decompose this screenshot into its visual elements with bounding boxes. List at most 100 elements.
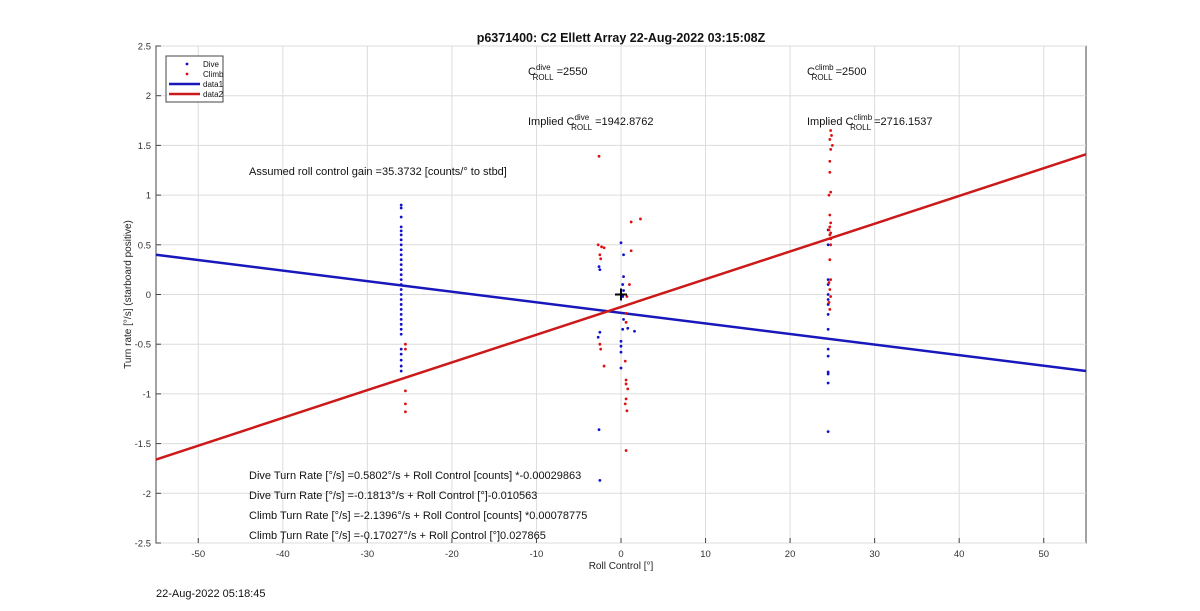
dive-point xyxy=(399,258,403,262)
dive-point xyxy=(597,428,601,432)
grid xyxy=(156,45,1086,544)
climb-point xyxy=(829,190,833,194)
origin-marker xyxy=(615,288,627,301)
legend-dive-marker xyxy=(185,62,189,66)
climb-point xyxy=(625,409,629,413)
dive-point xyxy=(826,370,830,374)
x-tick-label: 50 xyxy=(1038,549,1049,560)
climb-point xyxy=(602,246,606,250)
dive-point xyxy=(399,312,403,316)
climb-point xyxy=(404,402,407,406)
climb-point xyxy=(829,243,833,247)
climb-point xyxy=(623,359,627,363)
fit-line-data2 xyxy=(155,153,1087,461)
legend-data1-label: data1 xyxy=(203,80,224,89)
climb-point xyxy=(830,144,834,147)
dive-point xyxy=(399,369,403,373)
implied-c-roll-climb-annotation: Implied Cclimb ROLL =2716.1537 xyxy=(807,113,933,132)
dive-point xyxy=(399,283,403,286)
equation-dive-degrees: Dive Turn Rate [°/s] =-0.1813°/s + Roll … xyxy=(249,490,537,502)
climb-point xyxy=(596,243,600,247)
dive-point xyxy=(399,293,403,296)
dive-point xyxy=(399,243,403,247)
fit-line-data1 xyxy=(155,253,1087,373)
implied-c-roll-dive-annotation: Implied Cdive ROLL =1942.8762 xyxy=(528,113,654,132)
dive-point xyxy=(399,352,403,356)
y-tick-label: 2.5 xyxy=(138,42,151,53)
climb-point xyxy=(828,308,832,311)
dive-point xyxy=(399,332,403,336)
dive-point xyxy=(399,288,403,291)
x-tick-label: 20 xyxy=(785,549,796,560)
dive-point xyxy=(598,268,602,272)
dive-point xyxy=(826,293,830,296)
climb-point xyxy=(829,221,833,225)
y-axis-label: Turn rate [°/s] (starboard positive) xyxy=(123,220,134,369)
dive-point xyxy=(399,317,403,321)
dive-point xyxy=(399,233,403,237)
equation-climb-degrees: Climb Turn Rate [°/s] =-0.17027°/s + Rol… xyxy=(249,530,546,542)
climb-point xyxy=(830,134,833,137)
climb-point xyxy=(829,147,833,151)
climb-point xyxy=(827,228,831,232)
dive-point xyxy=(826,312,830,316)
climb-point xyxy=(623,402,627,406)
climb-point xyxy=(828,159,832,163)
roll-gain-annotation: Assumed roll control gain =35.3732 [coun… xyxy=(249,166,507,178)
dive-point xyxy=(399,206,403,210)
dive-point xyxy=(399,347,403,351)
dive-point xyxy=(399,278,403,281)
climb-point xyxy=(829,129,833,132)
dive-point xyxy=(621,327,625,331)
climb-point xyxy=(828,170,832,174)
climb-point xyxy=(600,245,603,249)
dive-point xyxy=(596,335,600,339)
y-tick-label: -2 xyxy=(143,489,151,500)
x-axis-label: Roll Control [°] xyxy=(589,561,654,572)
climb-point xyxy=(404,342,407,346)
equation-dive-counts: Dive Turn Rate [°/s] =0.5802°/s + Roll C… xyxy=(249,470,581,482)
climb-point xyxy=(597,154,601,158)
climb-point xyxy=(624,311,628,315)
x-tick-label: 40 xyxy=(954,549,965,560)
climb-point xyxy=(404,410,407,414)
dive-point xyxy=(619,350,623,354)
dive-point xyxy=(826,430,830,434)
c-roll-climb-annotation: Cclimb ROLL =2500 xyxy=(807,63,866,82)
dive-point xyxy=(826,354,830,358)
dive-point xyxy=(399,253,403,257)
x-tick-label: 30 xyxy=(869,549,880,560)
climb-point xyxy=(599,347,603,351)
climb-point xyxy=(624,378,628,382)
dive-point xyxy=(622,275,625,279)
x-tick-label: 10 xyxy=(700,549,711,560)
dive-point xyxy=(399,203,403,207)
dive-point xyxy=(826,372,830,376)
dive-point xyxy=(633,329,636,333)
legend-climb-marker xyxy=(185,72,189,76)
x-tick-label: -20 xyxy=(445,549,459,560)
dive-point xyxy=(826,327,830,331)
climb-point xyxy=(626,387,630,391)
climb-point xyxy=(624,382,628,386)
dive-point xyxy=(621,283,625,286)
climb-point xyxy=(829,237,833,241)
dive-point xyxy=(399,322,403,326)
climb-point xyxy=(827,281,831,284)
c-roll-dive-annotation: Cdive ROLL =2550 xyxy=(528,63,588,82)
dive-point xyxy=(399,225,403,229)
dive-point xyxy=(399,308,403,311)
print-timestamp: 22-Aug-2022 05:18:45 xyxy=(156,588,266,600)
dive-point xyxy=(826,298,830,301)
climb-point xyxy=(828,288,832,291)
dive-point xyxy=(598,478,602,482)
x-tick-label: -50 xyxy=(191,549,205,560)
y-tick-label: -2.5 xyxy=(135,539,151,550)
climb-point xyxy=(598,342,602,346)
dive-point xyxy=(826,381,830,385)
y-tick-label: 1.5 xyxy=(138,141,151,152)
legend: Dive Climb data1 data2 xyxy=(165,55,224,103)
y-tick-label: 1 xyxy=(146,191,151,202)
dive-point xyxy=(619,344,623,348)
climb-point xyxy=(829,278,833,281)
